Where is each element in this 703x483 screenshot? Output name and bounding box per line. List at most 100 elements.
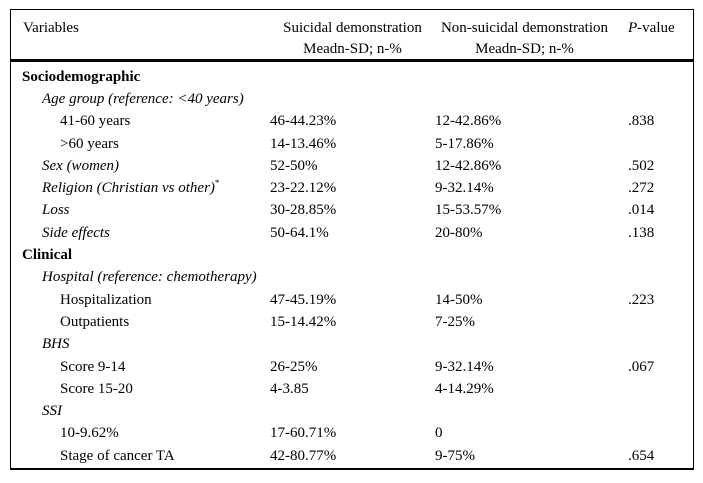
- cell-variable-label: Stage of cancer TA: [11, 448, 270, 465]
- row-label: 10-9.62%: [60, 425, 119, 442]
- row-label: Sociodemographic: [22, 68, 141, 85]
- row-label: Clinical: [22, 247, 73, 264]
- table-row: Clinical: [11, 244, 693, 266]
- cell-suicidal: 4-3.85: [270, 380, 309, 397]
- table-row: Sociodemographic: [11, 66, 693, 88]
- row-label: SSI: [42, 403, 62, 420]
- cell-variable-label: SSI: [11, 403, 270, 420]
- cell-pvalue: .272: [628, 180, 655, 197]
- cell-suicidal: 14-13.46%: [270, 135, 337, 152]
- col-header-suicidal-line2: Meadn-SD; n-%: [303, 41, 402, 57]
- cell-nonsuicidal: 14-50%: [435, 291, 483, 308]
- col-header-variables: Variables: [11, 18, 270, 39]
- cell-nonsuicidal: 9-75%: [435, 447, 475, 464]
- col-header-nonsuicidal: Non-suicidal demonstration Meadn-SD; n-%: [435, 18, 628, 60]
- cell-nonsuicidal: 20-80%: [435, 224, 483, 241]
- row-label: Hospital (reference: chemotherapy): [42, 269, 257, 286]
- cell-suicidal: 23-22.12%: [270, 180, 337, 197]
- cell-variable-label: 41-60 years: [11, 113, 270, 130]
- cell-suicidal: 17-60.71%: [270, 425, 337, 442]
- table-row: 41-60 years 46-44.23% 12-42.86% .838: [11, 111, 693, 133]
- cell-nonsuicidal: 0: [435, 425, 443, 442]
- table-row: Hospital (reference: chemotherapy): [11, 267, 693, 289]
- table-row: BHS: [11, 334, 693, 356]
- col-header-nonsuicidal-line1: Non-suicidal demonstration: [440, 20, 609, 36]
- cell-pvalue: .067: [628, 358, 655, 375]
- cell-nonsuicidal: 4-14.29%: [435, 380, 494, 397]
- col-header-pvalue-p: P: [628, 20, 638, 36]
- col-header-suicidal: Suicidal demonstration Meadn-SD; n-%: [270, 18, 435, 60]
- cell-suicidal: 15-14.42%: [270, 313, 337, 330]
- row-label: BHS: [42, 336, 70, 353]
- col-header-variables-label: Variables: [23, 20, 79, 36]
- row-superscript-asterisk: *: [214, 178, 220, 189]
- table-row: Score 15-20 4-3.85 4-14.29%: [11, 378, 693, 400]
- cell-nonsuicidal: 7-25%: [435, 313, 475, 330]
- cell-variable-label: Hospitalization: [11, 292, 270, 309]
- row-label: Hospitalization: [60, 291, 152, 308]
- cell-variable-label: Clinical: [11, 247, 270, 264]
- cell-pvalue: .014: [628, 202, 655, 219]
- table-row: Stage of cancer TA 42-80.77% 9-75% .654: [11, 445, 693, 467]
- cell-suicidal: 42-80.77%: [270, 447, 337, 464]
- row-label: Sex (women): [42, 157, 120, 174]
- cell-pvalue: .223: [628, 291, 655, 308]
- cell-variable-label: BHS: [11, 336, 270, 353]
- table-row: >60 years 14-13.46% 5-17.86%: [11, 133, 693, 155]
- table-row: Side effects 50-64.1% 20-80% .138: [11, 222, 693, 244]
- table-header-row: Variables Suicidal demonstration Meadn-S…: [11, 10, 693, 62]
- row-label: Outpatients: [60, 313, 130, 330]
- cell-suicidal: 26-25%: [270, 358, 318, 375]
- cell-nonsuicidal: 12-42.86%: [435, 157, 502, 174]
- cell-variable-label: Loss: [11, 202, 270, 219]
- cell-variable-label: Outpatients: [11, 314, 270, 331]
- cell-variable-label: 10-9.62%: [11, 425, 270, 442]
- table-row: Score 9-14 26-25% 9-32.14% .067: [11, 356, 693, 378]
- cell-pvalue: .502: [628, 157, 655, 174]
- row-label: Score 15-20: [60, 380, 133, 397]
- row-label: Age group (reference: <40 years): [42, 90, 244, 107]
- table-row: SSI: [11, 400, 693, 422]
- row-label: Score 9-14: [60, 358, 126, 375]
- cell-variable-label: Religion (Christian vs other)*: [11, 178, 270, 197]
- row-label: 41-60 years: [60, 113, 131, 130]
- row-label: Religion (Christian vs other): [42, 180, 215, 197]
- cell-pvalue: .138: [628, 224, 655, 241]
- col-header-nonsuicidal-line2: Meadn-SD; n-%: [475, 41, 574, 57]
- cell-suicidal: 46-44.23%: [270, 113, 337, 130]
- cell-nonsuicidal: 9-32.14%: [435, 180, 494, 197]
- cell-variable-label: Sociodemographic: [11, 69, 270, 86]
- cell-variable-label: Score 9-14: [11, 359, 270, 376]
- col-header-pvalue: P-value: [628, 18, 693, 39]
- table-row: Outpatients 15-14.42% 7-25%: [11, 311, 693, 333]
- cell-nonsuicidal: 5-17.86%: [435, 135, 494, 152]
- cell-nonsuicidal: 15-53.57%: [435, 202, 502, 219]
- row-label: >60 years: [60, 135, 119, 152]
- table-row: Religion (Christian vs other)* 23-22.12%…: [11, 177, 693, 199]
- col-header-pvalue-rest: -value: [637, 20, 675, 36]
- row-label: Side effects: [42, 224, 110, 241]
- table-row: Sex (women) 52-50% 12-42.86% .502: [11, 155, 693, 177]
- table-row: Loss 30-28.85% 15-53.57% .014: [11, 200, 693, 222]
- cell-nonsuicidal: 12-42.86%: [435, 113, 502, 130]
- cell-suicidal: 50-64.1%: [270, 224, 329, 241]
- cell-suicidal: 52-50%: [270, 157, 318, 174]
- col-header-suicidal-line1: Suicidal demonstration: [283, 20, 422, 36]
- statistics-table: Variables Suicidal demonstration Meadn-S…: [10, 9, 694, 470]
- table-body: Sociodemographic Age group (reference: <…: [11, 62, 693, 467]
- cell-variable-label: Score 15-20: [11, 381, 270, 398]
- cell-variable-label: Age group (reference: <40 years): [11, 91, 270, 108]
- row-label: Loss: [42, 202, 70, 219]
- cell-pvalue: .654: [628, 447, 655, 464]
- cell-suicidal: 30-28.85%: [270, 202, 337, 219]
- cell-variable-label: >60 years: [11, 136, 270, 153]
- cell-variable-label: Sex (women): [11, 158, 270, 175]
- cell-variable-label: Side effects: [11, 225, 270, 242]
- cell-nonsuicidal: 9-32.14%: [435, 358, 494, 375]
- row-label: Stage of cancer TA: [60, 447, 175, 464]
- table-row: Hospitalization 47-45.19% 14-50% .223: [11, 289, 693, 311]
- cell-pvalue: .838: [628, 113, 655, 130]
- cell-suicidal: 47-45.19%: [270, 291, 337, 308]
- cell-variable-label: Hospital (reference: chemotherapy): [11, 269, 270, 286]
- table-row: Age group (reference: <40 years): [11, 88, 693, 110]
